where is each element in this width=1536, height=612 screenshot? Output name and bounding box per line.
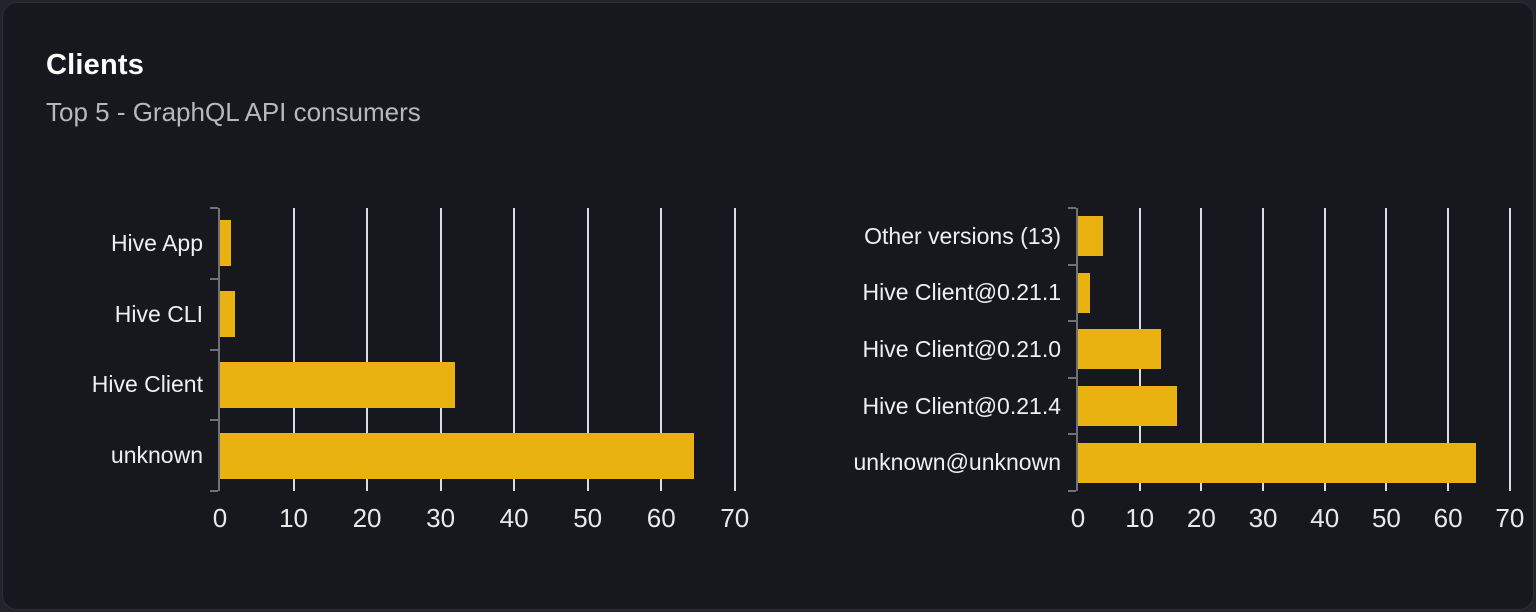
axis-tick [210, 207, 218, 209]
gridline [1508, 208, 1511, 491]
bar-row [1078, 378, 1516, 435]
gridline [1262, 208, 1265, 491]
axis-tick [210, 490, 218, 492]
plot-area: 0 10 20 30 40 50 60 70 [210, 207, 749, 533]
category-label: Hive CLI [114, 300, 203, 327]
gridline [1200, 208, 1203, 491]
gridline [1385, 208, 1388, 491]
panel-title: Clients [46, 49, 145, 81]
axis-tick [1068, 263, 1076, 266]
bar-row [220, 420, 748, 491]
axis-tick [210, 419, 218, 422]
x-tick-label: 40 [1310, 503, 1340, 533]
bar-rows [1078, 208, 1516, 491]
bar[interactable] [220, 361, 456, 408]
category-label: unknown [110, 442, 203, 469]
bar-row [1078, 265, 1516, 322]
category-label: Hive Client [91, 371, 203, 398]
category-labels: Hive App Hive CLI Hive Client unknown [63, 208, 203, 491]
axis-tick [1068, 207, 1076, 209]
category-labels: Other versions (13) Hive Client@0.21.1 Hiv… [833, 208, 1061, 491]
gridline [1323, 208, 1326, 491]
x-tick-label: 10 [279, 503, 308, 533]
bar[interactable] [220, 432, 695, 479]
x-tick-label: 10 [1125, 503, 1155, 533]
gridline [292, 208, 295, 491]
x-tick-label: 30 [1248, 503, 1278, 533]
gridline [439, 208, 442, 491]
x-axis-labels: 0 10 20 30 40 50 60 70 [1071, 503, 1525, 533]
clients-by-version-chart: Other versions (13) Hive Client@0.21.1 Hiv… [833, 207, 1524, 533]
x-tick-label: 0 [1070, 503, 1086, 533]
x-tick-label: 50 [573, 503, 603, 533]
bar[interactable] [1078, 329, 1162, 370]
bar-row [1078, 434, 1516, 491]
x-tick-label: 70 [720, 503, 750, 533]
bar-row [1078, 208, 1516, 265]
gridline [366, 208, 369, 491]
category-label: unknown@unknown [853, 449, 1061, 476]
category-label: Hive Client@0.21.0 [862, 335, 1062, 362]
axis-tick [1068, 490, 1076, 492]
category-label: Hive App [110, 229, 203, 256]
axis-tick [1068, 376, 1076, 379]
x-tick-label: 20 [1186, 503, 1216, 533]
x-tick-label: 0 [212, 503, 228, 533]
bar[interactable] [1078, 272, 1091, 313]
x-tick-label: 70 [1495, 503, 1525, 533]
clients-by-name-chart: Hive App Hive CLI Hive Client unknown 0 10 20… [63, 207, 749, 533]
bar[interactable] [1078, 442, 1476, 483]
plot-area: 0 10 20 30 40 50 60 70 [1068, 207, 1524, 533]
bar-row [220, 279, 748, 350]
x-tick-label: 20 [352, 503, 382, 533]
bar-row [220, 350, 748, 421]
x-tick-label: 60 [646, 503, 676, 533]
x-tick-label: 60 [1433, 503, 1463, 533]
x-axis-labels: 0 10 20 30 40 50 60 70 [213, 503, 750, 533]
gridline [733, 208, 736, 491]
x-tick-label: 50 [1371, 503, 1401, 533]
bar[interactable] [220, 291, 235, 338]
axis-tick [210, 348, 218, 351]
x-tick-label: 40 [499, 503, 529, 533]
bar[interactable] [1078, 386, 1177, 427]
category-label: Other versions (13) [864, 222, 1061, 249]
axis-tick [1068, 320, 1076, 323]
x-tick-label: 30 [426, 503, 456, 533]
bar-rows [220, 208, 748, 491]
category-label: Hive Client@0.21.1 [862, 279, 1062, 306]
bar[interactable] [220, 220, 232, 267]
bar-row [1078, 321, 1516, 378]
gridline [586, 208, 589, 491]
axis-tick [1068, 433, 1076, 436]
bar-row [220, 208, 748, 279]
axis-tick [210, 277, 218, 280]
panel-subtitle: Top 5 - GraphQL API consumers [46, 97, 421, 127]
gridline [660, 208, 663, 491]
bar[interactable] [1078, 216, 1103, 257]
category-label: Hive Client@0.21.4 [862, 392, 1062, 419]
gridline [1447, 208, 1450, 491]
gridline [513, 208, 516, 491]
